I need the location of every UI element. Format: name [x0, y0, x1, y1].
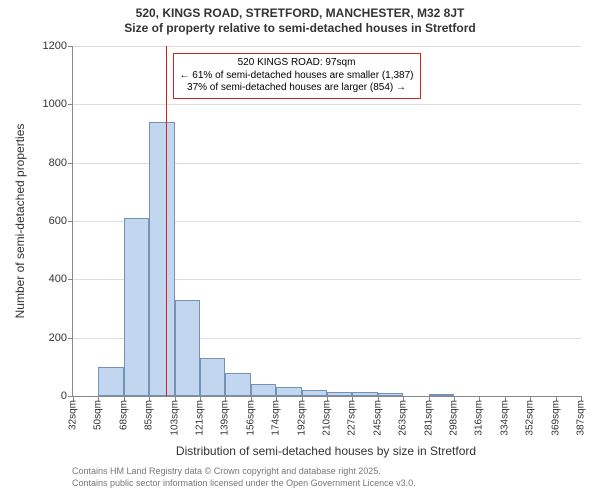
footer-line1: Contains HM Land Registry data © Crown c… — [72, 466, 416, 478]
y-tick-label: 1000 — [43, 98, 73, 110]
chart-container: { "title": { "line1": "520, KINGS ROAD, … — [0, 0, 600, 500]
histogram-bar — [98, 367, 123, 396]
annotation-line3: 37% of semi-detached houses are larger (… — [180, 82, 414, 95]
x-tick-label: 174sqm — [271, 400, 282, 436]
histogram-bar — [327, 392, 352, 396]
y-axis-label: Number of semi-detached properties — [13, 124, 27, 319]
histogram-bar — [378, 393, 403, 396]
x-tick-label: 156sqm — [245, 400, 256, 436]
x-tick-label: 334sqm — [499, 400, 510, 436]
plot-area: 02004006008001000120032sqm50sqm68sqm85sq… — [72, 46, 581, 397]
chart-footer: Contains HM Land Registry data © Crown c… — [72, 466, 416, 489]
x-tick-label: 227sqm — [347, 400, 358, 436]
x-tick-label: 121sqm — [195, 400, 206, 436]
x-tick-label: 316sqm — [474, 400, 485, 436]
histogram-bar — [175, 300, 200, 396]
annotation-line1: 520 KINGS ROAD: 97sqm — [180, 57, 414, 70]
chart-title: 520, KINGS ROAD, STRETFORD, MANCHESTER, … — [0, 6, 600, 36]
marker-line — [166, 46, 167, 396]
y-gridline — [73, 46, 581, 47]
x-tick-label: 85sqm — [144, 400, 155, 430]
histogram-bar — [429, 394, 454, 396]
x-tick-label: 192sqm — [296, 400, 307, 436]
histogram-bar — [225, 373, 250, 396]
x-tick-label: 263sqm — [398, 400, 409, 436]
chart-title-line2: Size of property relative to semi-detach… — [0, 21, 600, 36]
histogram-bar — [251, 384, 276, 396]
histogram-bar — [149, 122, 174, 396]
histogram-bar — [302, 390, 327, 396]
y-tick-label: 800 — [49, 157, 73, 169]
x-tick-label: 352sqm — [525, 400, 536, 436]
annotation-box: 520 KINGS ROAD: 97sqm← 61% of semi-detac… — [173, 53, 421, 99]
chart-title-line1: 520, KINGS ROAD, STRETFORD, MANCHESTER, … — [0, 6, 600, 21]
x-tick-label: 369sqm — [550, 400, 561, 436]
y-tick-label: 400 — [49, 273, 73, 285]
x-tick-label: 103sqm — [169, 400, 180, 436]
y-gridline — [73, 104, 581, 105]
histogram-bar — [276, 387, 301, 396]
x-tick-label: 50sqm — [93, 400, 104, 430]
histogram-bar — [124, 218, 149, 396]
x-tick-label: 32sqm — [68, 400, 79, 430]
x-tick-label: 245sqm — [372, 400, 383, 436]
x-tick-label: 68sqm — [118, 400, 129, 430]
x-tick-label: 210sqm — [322, 400, 333, 436]
x-tick-label: 281sqm — [423, 400, 434, 436]
histogram-bar — [200, 358, 225, 396]
x-tick-label: 298sqm — [449, 400, 460, 436]
footer-line2: Contains public sector information licen… — [72, 478, 416, 490]
y-tick-label: 1200 — [43, 40, 73, 52]
annotation-line2: ← 61% of semi-detached houses are smalle… — [180, 70, 414, 83]
y-tick-label: 600 — [49, 215, 73, 227]
histogram-bar — [352, 392, 377, 396]
x-tick-label: 139sqm — [220, 400, 231, 436]
x-axis-label: Distribution of semi-detached houses by … — [176, 444, 476, 458]
y-tick-label: 200 — [49, 332, 73, 344]
x-tick-label: 387sqm — [576, 400, 587, 436]
